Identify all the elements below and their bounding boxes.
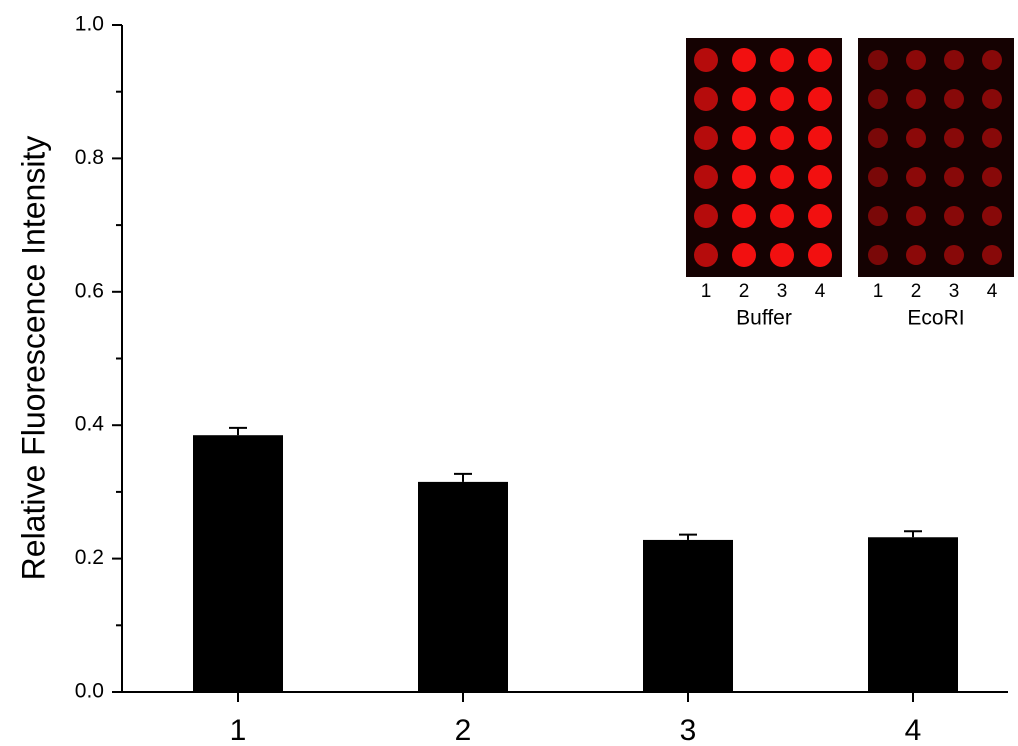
inset-spot	[770, 165, 794, 189]
chart: Relative Fluorescence Intensity 0.0 0.2 0.…	[0, 0, 1018, 746]
x-tick-label: 2	[455, 714, 472, 746]
inset-spot	[694, 204, 718, 228]
inset-spot	[868, 50, 888, 70]
inset-spot	[906, 128, 926, 148]
inset-spot	[808, 204, 832, 228]
inset-spot	[732, 87, 756, 111]
inset-spot	[868, 245, 888, 265]
inset-spot	[808, 48, 832, 72]
inset-spot	[982, 50, 1002, 70]
inset-spot	[982, 206, 1002, 226]
inset-spot	[770, 126, 794, 150]
inset-spot	[694, 165, 718, 189]
error-bar	[679, 535, 697, 540]
inset-spot	[808, 165, 832, 189]
inset-spot	[982, 89, 1002, 109]
y-axis-label: Relative Fluorescence Intensity	[15, 136, 51, 581]
inset-lane-label: 4	[987, 281, 998, 302]
inset-spot	[694, 243, 718, 267]
inset-spot	[906, 206, 926, 226]
inset-spot	[868, 128, 888, 148]
inset-spot	[982, 167, 1002, 187]
inset-spot	[770, 48, 794, 72]
inset-lane-label: 1	[701, 281, 712, 302]
y-tick-label: 0.8	[75, 146, 104, 169]
x-tick-label: 3	[680, 714, 697, 746]
inset-spot	[906, 245, 926, 265]
inset-spot	[770, 243, 794, 267]
inset-spot	[732, 243, 756, 267]
y-tick-label: 0.2	[75, 546, 104, 569]
inset-panel-label: Buffer	[736, 307, 792, 330]
inset-spot	[982, 128, 1002, 148]
inset-spot	[906, 50, 926, 70]
inset-lane-label: 2	[739, 281, 750, 302]
inset-spot	[770, 87, 794, 111]
inset-spot	[808, 87, 832, 111]
inset-lane-label: 4	[815, 281, 826, 302]
inset-spot	[944, 206, 964, 226]
inset-spot	[732, 48, 756, 72]
inset-spot	[868, 206, 888, 226]
inset-spot	[944, 50, 964, 70]
y-tick-label: 1.0	[75, 13, 104, 36]
inset-spot	[906, 89, 926, 109]
x-tick-label: 4	[905, 714, 922, 746]
inset-lane-label: 3	[949, 281, 960, 302]
inset-spot	[694, 126, 718, 150]
bar	[193, 435, 283, 692]
inset-spot	[808, 126, 832, 150]
error-bar	[229, 428, 247, 435]
bar	[868, 537, 958, 692]
inset-spot	[732, 204, 756, 228]
inset-spot	[868, 167, 888, 187]
inset-spot	[868, 89, 888, 109]
inset-spot	[944, 128, 964, 148]
bar	[418, 482, 508, 692]
inset-spot	[906, 167, 926, 187]
inset-spot	[694, 87, 718, 111]
inset-lane-label: 1	[873, 281, 884, 302]
inset-panel-label: EcoRI	[907, 307, 964, 330]
inset-panel	[686, 38, 842, 277]
inset-spot	[770, 204, 794, 228]
inset-lane-label: 2	[911, 281, 922, 302]
inset-spot	[694, 48, 718, 72]
error-bar	[454, 474, 472, 482]
inset-spot	[944, 89, 964, 109]
inset-spot	[732, 165, 756, 189]
y-tick-label: 0.6	[75, 279, 104, 302]
y-tick-label: 0.4	[75, 413, 105, 436]
y-tick-label: 0.0	[75, 680, 104, 703]
inset-spot	[982, 245, 1002, 265]
inset-lane-label: 3	[777, 281, 788, 302]
error-bar	[904, 531, 922, 537]
inset-spot	[944, 245, 964, 265]
inset-panel	[858, 38, 1014, 277]
inset-spot	[732, 126, 756, 150]
inset-spot	[808, 243, 832, 267]
inset-spot	[944, 167, 964, 187]
bar	[643, 540, 733, 692]
x-tick-label: 1	[230, 714, 247, 746]
